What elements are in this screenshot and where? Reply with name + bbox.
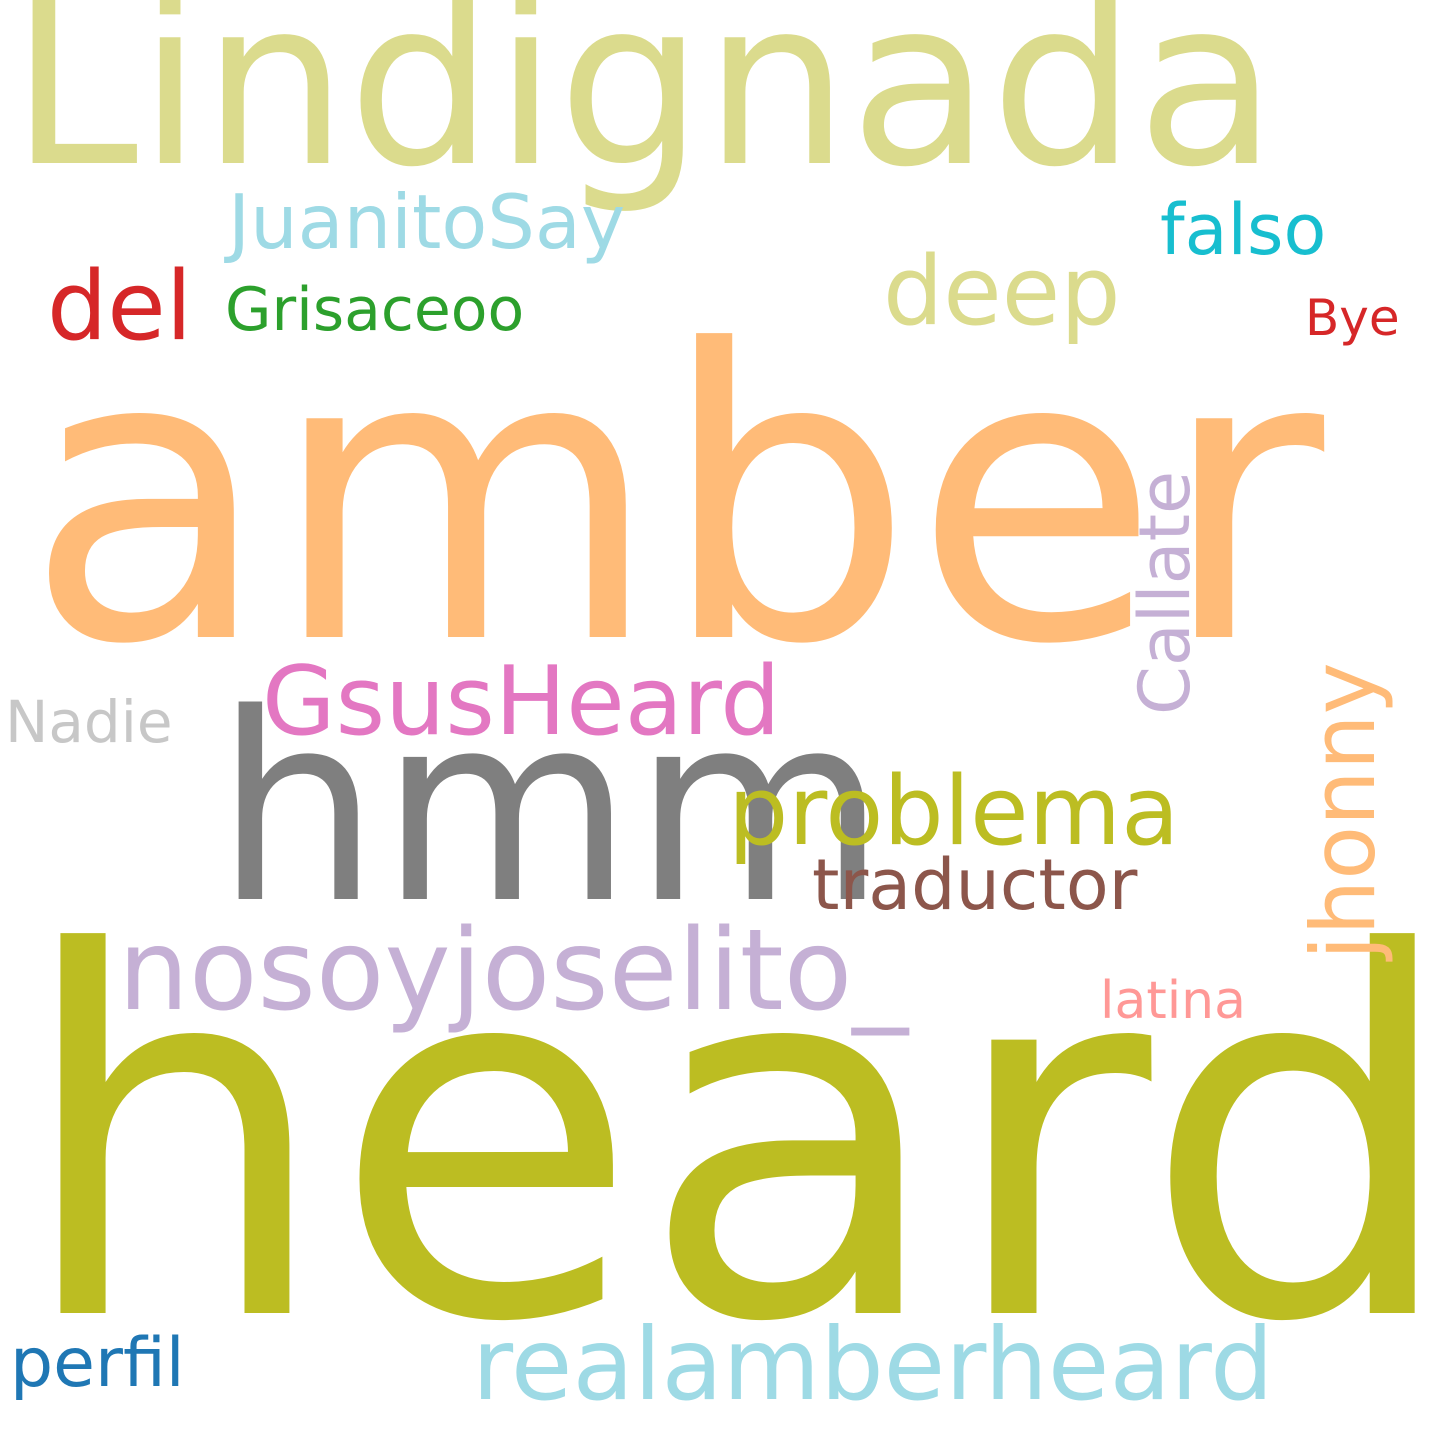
word-juanitosay: JuanitoSay [228, 178, 626, 266]
word-perfil: perfil [10, 1324, 185, 1403]
word-nosoyjoselito: nosoyjoselito_ [118, 906, 909, 1036]
word-problema: problema [728, 757, 1180, 867]
word-gsusheard: GsusHeard [262, 647, 781, 757]
word-amber: amber [25, 267, 1325, 732]
word-lindignada: Lindignada [10, 0, 1278, 218]
word-realamberheard: realamberheard [472, 1306, 1274, 1423]
word-bye: Bye [1305, 289, 1400, 347]
word-jhonny: jhonny [1292, 662, 1395, 960]
word-del: del [47, 252, 193, 362]
word-grisaceoo: Grisaceoo [225, 275, 525, 345]
word-heard: heard [15, 849, 1440, 1431]
word-traductor: traductor [812, 844, 1138, 926]
word-falso: falso [1160, 189, 1327, 271]
word-callate: Callate [1124, 470, 1206, 715]
word-nadie: Nadie [5, 688, 173, 756]
word-deep: deep [883, 237, 1121, 347]
word-latina: latina [1100, 971, 1246, 1031]
word-hmm: hmm [215, 659, 887, 961]
